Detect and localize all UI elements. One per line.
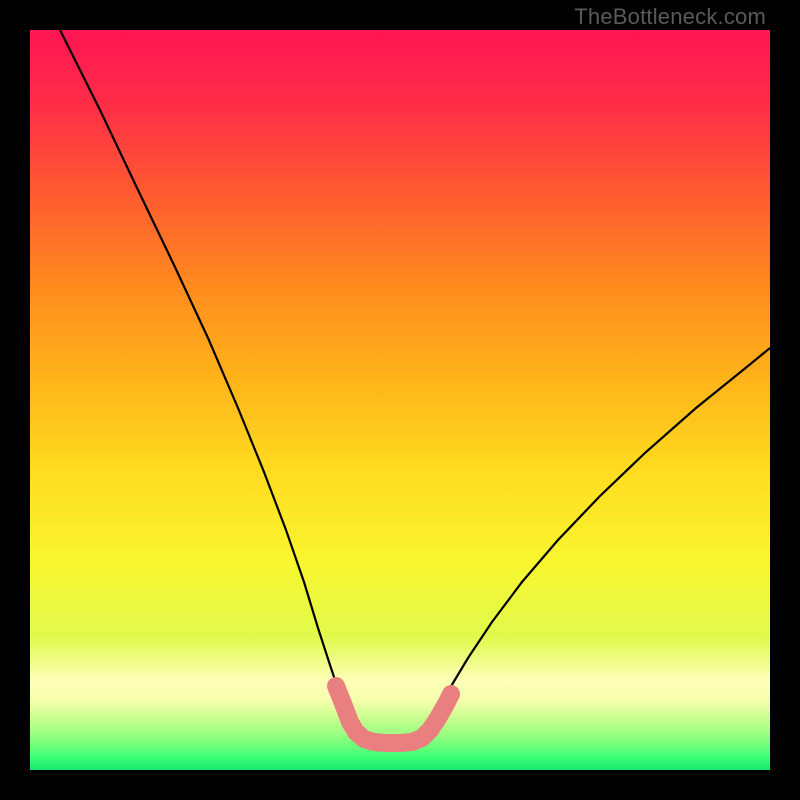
curves-layer (30, 30, 770, 770)
chart-frame: TheBottleneck.com (0, 0, 800, 800)
bottom-highlight (336, 686, 451, 743)
right-curve (425, 348, 770, 733)
plot-area (30, 30, 770, 770)
watermark-text: TheBottleneck.com (574, 4, 766, 30)
left-curve (60, 30, 355, 733)
